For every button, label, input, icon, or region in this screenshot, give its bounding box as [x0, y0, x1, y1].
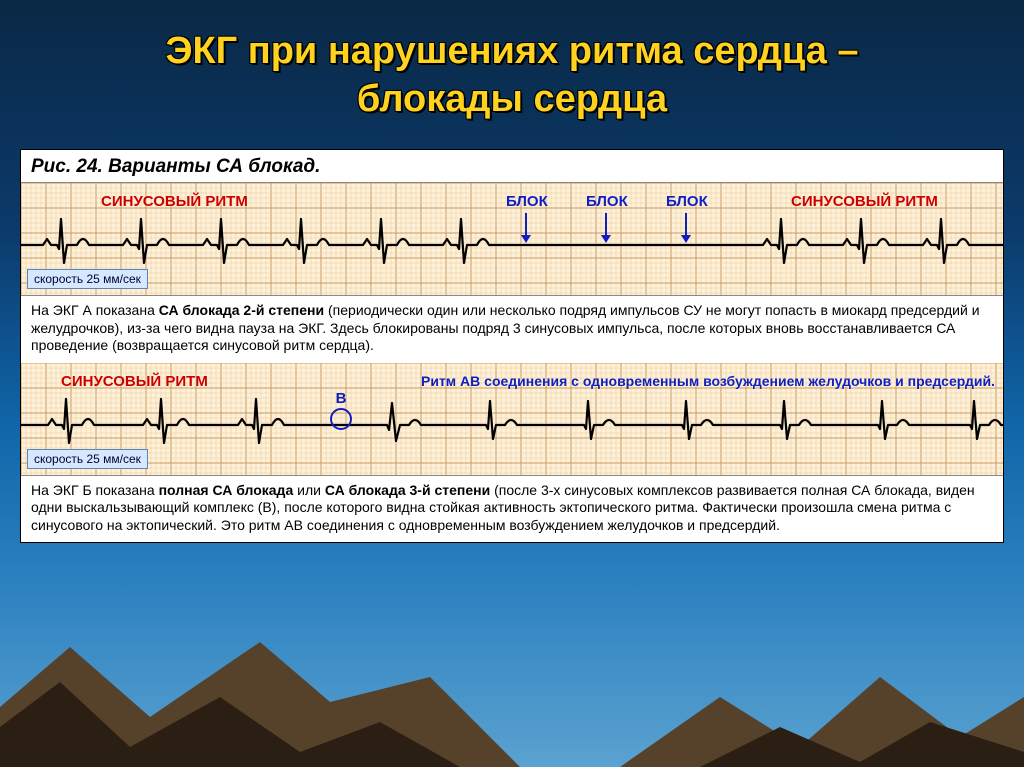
speed-tag-b: скорость 25 мм/сек	[27, 449, 148, 469]
ecg-annotation: Ритм АВ соединения с одновременным возбу…	[421, 373, 995, 389]
slide-title-block: ЭКГ при нарушениях ритма сердца – блокад…	[0, 0, 1024, 141]
title-line-1: ЭКГ при нарушениях ритма сердца –	[165, 30, 858, 72]
ecg-annotation: БЛОК	[586, 193, 628, 210]
ecg-strip-b: В СИНУСОВЫЙ РИТМ Ритм АВ соединения с одн…	[21, 363, 1003, 475]
ecg-annotation: БЛОК	[666, 193, 708, 210]
slide-title: ЭКГ при нарушениях ритма сердца – блокад…	[40, 28, 984, 123]
title-line-2: блокады сердца	[357, 78, 667, 120]
figure-caption: Рис. 24. Варианты СА блокад.	[21, 150, 1003, 183]
panel-b-description: На ЭКГ Б показана полная СА блокада или …	[21, 475, 1003, 543]
ecg-annotation: СИНУСОВЫЙ РИТМ	[61, 373, 208, 390]
ecg-panel-b: Б В СИНУСОВЫЙ РИТМРитм АВ соединения с о…	[21, 363, 1003, 475]
ecg-panel-a: А СИНУСОВЫЙ РИТМБЛОКБЛОКБЛОКСИНУСОВЫЙ РИ…	[21, 183, 1003, 295]
ecg-strip-a: СИНУСОВЫЙ РИТМ БЛОК БЛОК БЛОК СИНУСОВЫЙ РИТМ…	[21, 183, 1003, 295]
speed-tag-a: скорость 25 мм/сек	[27, 269, 148, 289]
svg-text:В: В	[336, 390, 347, 407]
ecg-annotation: БЛОК	[506, 193, 548, 210]
mountain-silhouette	[0, 587, 1024, 767]
ecg-annotation: СИНУСОВЫЙ РИТМ	[791, 193, 938, 210]
ecg-figure: Рис. 24. Варианты СА блокад. А СИНУСОВЫЙ…	[20, 149, 1004, 543]
ecg-annotation: СИНУСОВЫЙ РИТМ	[101, 193, 248, 210]
panel-a-description: На ЭКГ А показана СА блокада 2-й степени…	[21, 295, 1003, 363]
